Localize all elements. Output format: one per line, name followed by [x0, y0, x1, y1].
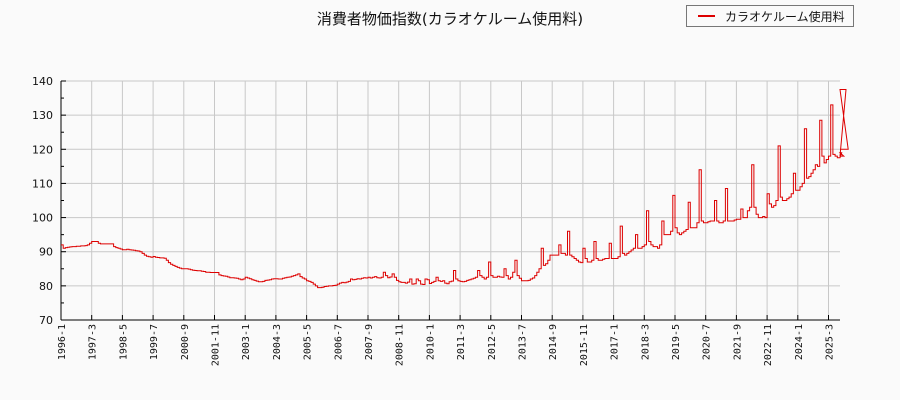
- svg-text:2000-9: 2000-9: [180, 324, 191, 360]
- svg-text:2007-9: 2007-9: [364, 324, 375, 360]
- svg-text:2014-9: 2014-9: [548, 324, 559, 360]
- svg-text:1999-7: 1999-7: [149, 324, 160, 360]
- svg-text:2017-1: 2017-1: [610, 324, 621, 360]
- svg-text:2012-5: 2012-5: [487, 324, 498, 360]
- series-line-karaoke: [61, 89, 849, 289]
- y-axis-ticks: 70 80 90 100 110 120 130 140: [32, 75, 66, 327]
- svg-text:1997-3: 1997-3: [88, 324, 99, 360]
- svg-text:2003-1: 2003-1: [241, 324, 252, 360]
- svg-text:2010-1: 2010-1: [425, 324, 436, 360]
- svg-text:90: 90: [39, 246, 53, 259]
- svg-text:2001-11: 2001-11: [211, 324, 222, 366]
- legend-line-swatch: [698, 15, 715, 17]
- svg-text:2015-11: 2015-11: [579, 324, 590, 366]
- svg-text:2005-5: 2005-5: [303, 324, 314, 360]
- axes: [60, 81, 840, 321]
- svg-text:80: 80: [39, 280, 53, 293]
- svg-text:2013-7: 2013-7: [518, 324, 529, 360]
- svg-text:110: 110: [32, 177, 53, 190]
- svg-text:2022-11: 2022-11: [763, 324, 774, 366]
- x-axis-ticks: 1996-1 1997-3 1998-5 1999-7 2000-9 2001-11 200…: [57, 315, 836, 366]
- svg-text:2020-7: 2020-7: [702, 324, 713, 360]
- svg-text:1996-1: 1996-1: [57, 324, 68, 360]
- legend-label: カラオケルーム使用料: [725, 9, 845, 24]
- svg-text:2008-11: 2008-11: [395, 324, 406, 366]
- chart-title: 消費者物価指数(カラオケルーム使用料): [316, 10, 584, 28]
- svg-text:2019-5: 2019-5: [671, 324, 682, 360]
- grid-lines: [61, 80, 840, 320]
- svg-text:2018-3: 2018-3: [640, 324, 651, 360]
- svg-text:2006-7: 2006-7: [333, 324, 344, 360]
- svg-text:130: 130: [32, 109, 53, 122]
- svg-text:100: 100: [32, 212, 53, 225]
- svg-text:2011-3: 2011-3: [456, 324, 467, 360]
- svg-text:120: 120: [32, 143, 53, 156]
- svg-text:140: 140: [32, 75, 53, 88]
- svg-text:2024-1: 2024-1: [794, 324, 805, 360]
- legend: カラオケルーム使用料: [686, 5, 854, 27]
- svg-text:70: 70: [39, 314, 53, 327]
- svg-text:2004-3: 2004-3: [272, 324, 283, 360]
- svg-text:1998-5: 1998-5: [118, 324, 129, 360]
- svg-text:2025-3: 2025-3: [825, 324, 836, 360]
- svg-text:2021-9: 2021-9: [732, 324, 743, 360]
